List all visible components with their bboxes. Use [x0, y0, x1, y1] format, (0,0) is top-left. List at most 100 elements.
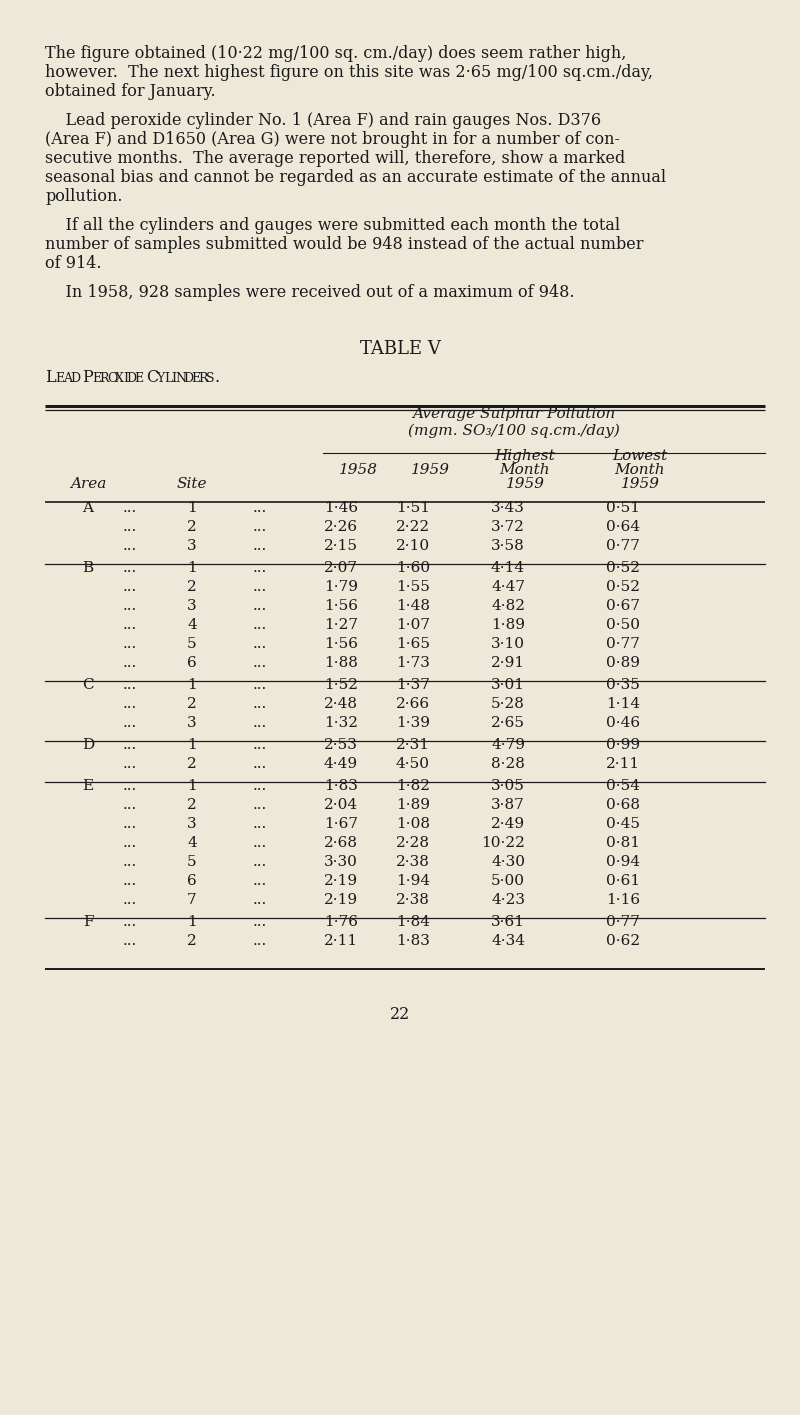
Text: N: N: [175, 372, 186, 385]
Text: 3·61: 3·61: [491, 916, 525, 930]
Text: 2·11: 2·11: [324, 934, 358, 948]
Text: 1·83: 1·83: [324, 780, 358, 792]
Text: ...: ...: [253, 798, 267, 812]
Text: 1: 1: [187, 678, 197, 692]
Text: pollution.: pollution.: [45, 188, 122, 205]
Text: 2·22: 2·22: [396, 519, 430, 533]
Text: 3: 3: [187, 539, 197, 553]
Text: 1·56: 1·56: [324, 599, 358, 613]
Text: 8·28: 8·28: [491, 757, 525, 771]
Text: 1·39: 1·39: [396, 716, 430, 730]
Text: I: I: [123, 372, 128, 385]
Text: 0·67: 0·67: [606, 599, 640, 613]
Text: 1·73: 1·73: [396, 657, 430, 669]
Text: 0·99: 0·99: [606, 739, 640, 751]
Text: 2: 2: [187, 698, 197, 710]
Text: ...: ...: [123, 637, 137, 651]
Text: D: D: [126, 372, 137, 385]
Text: 0·94: 0·94: [606, 855, 640, 869]
Text: 1959: 1959: [506, 477, 545, 491]
Text: 0·51: 0·51: [606, 501, 640, 515]
Text: ...: ...: [123, 739, 137, 751]
Text: ...: ...: [253, 739, 267, 751]
Text: 1·52: 1·52: [324, 678, 358, 692]
Text: 1·51: 1·51: [396, 501, 430, 515]
Text: 1·67: 1·67: [324, 816, 358, 831]
Text: ...: ...: [123, 539, 137, 553]
Text: 2·49: 2·49: [491, 816, 525, 831]
Text: ...: ...: [253, 501, 267, 515]
Text: 1: 1: [187, 560, 197, 574]
Text: ...: ...: [123, 698, 137, 710]
Text: 1·76: 1·76: [324, 916, 358, 930]
Text: 3·01: 3·01: [491, 678, 525, 692]
Text: 0·45: 0·45: [606, 816, 640, 831]
Text: E: E: [82, 780, 94, 792]
Text: 0·46: 0·46: [606, 716, 640, 730]
Text: (Area F) and D1650 (Area G) were not brought in for a number of con-: (Area F) and D1650 (Area G) were not bro…: [45, 132, 620, 149]
Text: 1·60: 1·60: [396, 560, 430, 574]
Text: ...: ...: [253, 599, 267, 613]
Text: 0·62: 0·62: [606, 934, 640, 948]
Text: ...: ...: [253, 716, 267, 730]
Text: ...: ...: [123, 501, 137, 515]
Text: 3·72: 3·72: [491, 519, 525, 533]
Text: obtained for January.: obtained for January.: [45, 83, 216, 100]
Text: 2·07: 2·07: [324, 560, 358, 574]
Text: 5·00: 5·00: [491, 874, 525, 889]
Text: 3: 3: [187, 816, 197, 831]
Text: 3·05: 3·05: [491, 780, 525, 792]
Text: 1·27: 1·27: [324, 618, 358, 633]
Text: ...: ...: [123, 934, 137, 948]
Text: Site: Site: [177, 477, 207, 491]
Text: 3·10: 3·10: [491, 637, 525, 651]
Text: Average Sulphur Pollution: Average Sulphur Pollution: [412, 408, 616, 422]
Text: Lead peroxide cylinder No. 1 (Area F) and rain gauges Nos. D376: Lead peroxide cylinder No. 1 (Area F) an…: [45, 112, 601, 129]
Text: O: O: [107, 372, 118, 385]
Text: 2·11: 2·11: [606, 757, 640, 771]
Text: 1: 1: [187, 739, 197, 751]
Text: 4: 4: [187, 618, 197, 633]
Text: 1·46: 1·46: [324, 501, 358, 515]
Text: ...: ...: [123, 580, 137, 594]
Text: D: D: [70, 372, 81, 385]
Text: E: E: [191, 372, 200, 385]
Text: L: L: [45, 369, 56, 386]
Text: ...: ...: [123, 757, 137, 771]
Text: 0·50: 0·50: [606, 618, 640, 633]
Text: 1·89: 1·89: [396, 798, 430, 812]
Text: 1958: 1958: [338, 463, 378, 477]
Text: ...: ...: [123, 855, 137, 869]
Text: 2·38: 2·38: [396, 893, 430, 907]
Text: secutive months.  The average reported will, therefore, show a marked: secutive months. The average reported wi…: [45, 150, 626, 167]
Text: ...: ...: [123, 916, 137, 930]
Text: A: A: [62, 372, 72, 385]
Text: ...: ...: [123, 519, 137, 533]
Text: E: E: [55, 372, 64, 385]
Text: ...: ...: [253, 519, 267, 533]
Text: 3: 3: [187, 599, 197, 613]
Text: P: P: [82, 369, 93, 386]
Text: 2: 2: [187, 580, 197, 594]
Text: 5: 5: [187, 637, 197, 651]
Text: C: C: [146, 369, 158, 386]
Text: ...: ...: [253, 893, 267, 907]
Text: 2·66: 2·66: [396, 698, 430, 710]
Text: 1·14: 1·14: [606, 698, 640, 710]
Text: 4·82: 4·82: [491, 599, 525, 613]
Text: 2·19: 2·19: [324, 874, 358, 889]
Text: ...: ...: [123, 780, 137, 792]
Text: 5: 5: [187, 855, 197, 869]
Text: 1·89: 1·89: [491, 618, 525, 633]
Text: ...: ...: [123, 798, 137, 812]
Text: 4·49: 4·49: [324, 757, 358, 771]
Text: 1·08: 1·08: [396, 816, 430, 831]
Text: If all the cylinders and gauges were submitted each month the total: If all the cylinders and gauges were sub…: [45, 216, 620, 233]
Text: 3·30: 3·30: [324, 855, 358, 869]
Text: 2·53: 2·53: [324, 739, 358, 751]
Text: 3·87: 3·87: [491, 798, 525, 812]
Text: ...: ...: [253, 874, 267, 889]
Text: I: I: [171, 372, 177, 385]
Text: L: L: [164, 372, 172, 385]
Text: 2·15: 2·15: [324, 539, 358, 553]
